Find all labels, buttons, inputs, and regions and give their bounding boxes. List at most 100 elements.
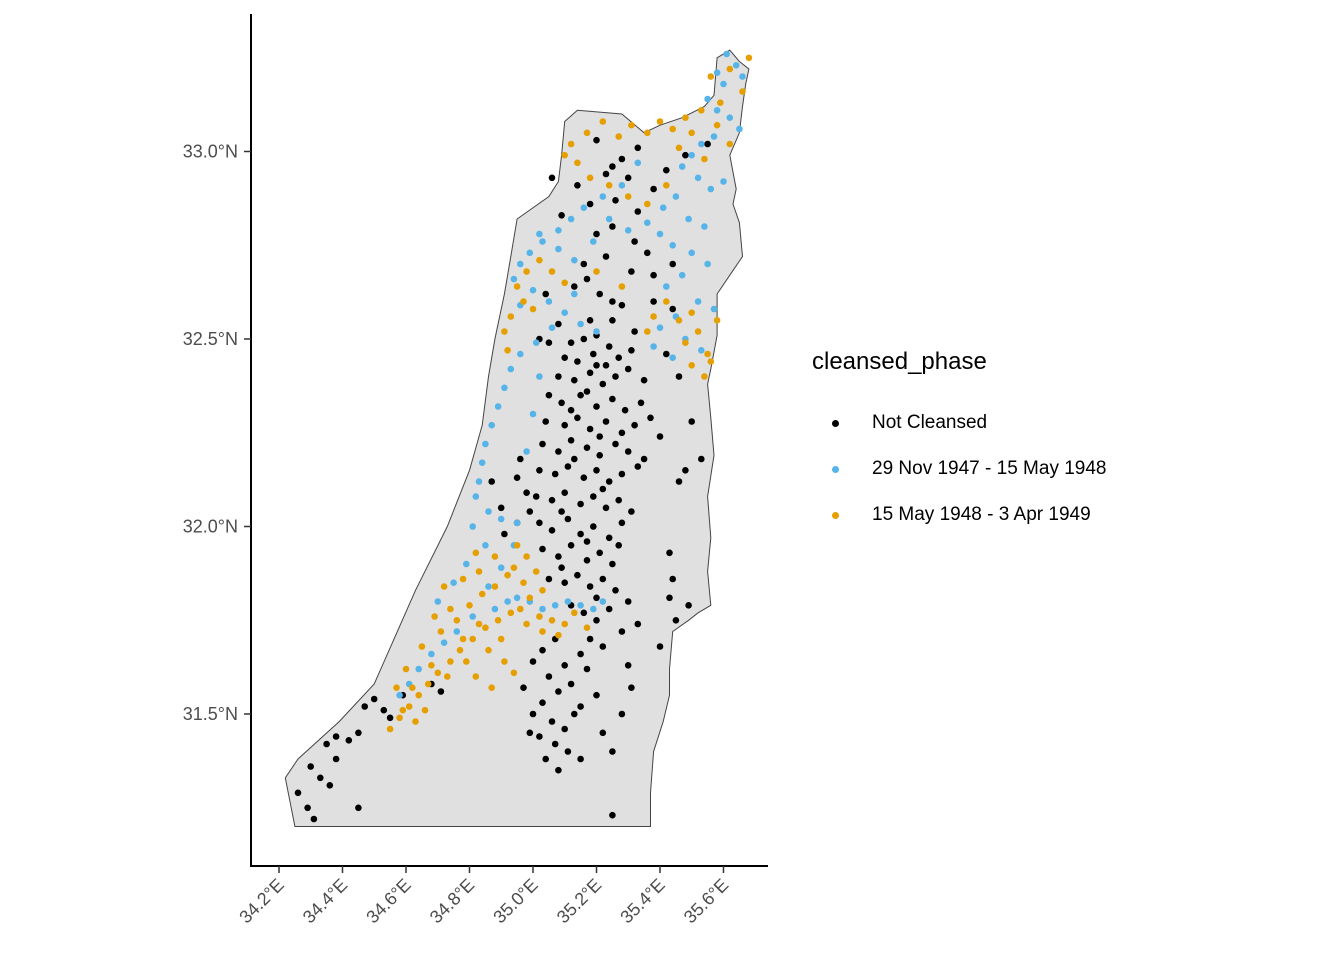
point-not-cleansed: [593, 230, 600, 238]
point-phase-2: [497, 635, 505, 643]
point-phase-1: [720, 178, 727, 185]
point-not-cleansed: [615, 542, 622, 549]
point-phase-1: [450, 579, 457, 586]
point-phase-1: [494, 403, 502, 410]
point-not-cleansed: [583, 275, 591, 283]
point-not-cleansed: [555, 320, 562, 328]
point-phase-1: [599, 193, 607, 200]
point-not-cleansed: [669, 305, 676, 313]
point-not-cleansed: [605, 605, 613, 613]
point-not-cleansed: [561, 489, 568, 497]
y-tick-label: 31.5°N: [183, 704, 238, 724]
point-phase-1: [396, 691, 403, 699]
point-not-cleansed: [561, 579, 568, 586]
point-not-cleansed: [586, 369, 594, 377]
point-not-cleansed: [536, 519, 543, 527]
point-not-cleansed: [605, 478, 613, 485]
point-not-cleansed: [650, 271, 657, 279]
point-not-cleansed: [488, 478, 496, 485]
point-phase-1: [590, 238, 597, 245]
point-phase-2: [456, 646, 464, 654]
point-not-cleansed: [631, 328, 638, 335]
point-not-cleansed: [555, 688, 562, 695]
point-phase-1: [478, 459, 486, 467]
point-not-cleansed: [618, 301, 626, 309]
point-phase-1: [707, 185, 715, 193]
point-not-cleansed: [640, 455, 648, 463]
point-phase-1: [513, 519, 521, 527]
point-not-cleansed: [605, 343, 613, 350]
point-phase-2: [536, 256, 543, 264]
x-tick-label: 35.6°E: [680, 875, 733, 928]
point-not-cleansed: [593, 136, 600, 144]
point-not-cleansed: [523, 489, 530, 497]
point-phase-1: [698, 140, 705, 148]
point-phase-1: [485, 583, 492, 590]
point-not-cleansed: [599, 380, 607, 388]
point-not-cleansed: [326, 782, 334, 789]
point-phase-2: [707, 73, 715, 80]
point-not-cleansed: [583, 538, 591, 545]
point-not-cleansed: [577, 650, 584, 658]
point-phase-2: [504, 347, 511, 354]
legend-dot-phase-1: [832, 465, 839, 473]
point-phase-2: [532, 568, 540, 575]
point-not-cleansed: [577, 703, 584, 710]
point-phase-1: [698, 347, 705, 354]
point-not-cleansed: [574, 182, 581, 189]
point-phase-1: [656, 230, 664, 238]
point-phase-2: [399, 706, 407, 714]
point-not-cleansed: [583, 665, 591, 673]
point-phase-1: [663, 283, 670, 290]
point-not-cleansed: [650, 298, 657, 305]
point-not-cleansed: [564, 748, 572, 755]
point-phase-1: [571, 290, 578, 298]
point-not-cleansed: [593, 691, 600, 699]
point-phase-1: [453, 628, 461, 635]
point-not-cleansed: [675, 373, 683, 380]
point-not-cleansed: [548, 718, 556, 725]
point-phase-1: [634, 159, 642, 167]
point-phase-2: [669, 125, 676, 133]
point-not-cleansed: [571, 376, 578, 384]
point-phase-1: [497, 564, 505, 571]
point-phase-2: [491, 583, 499, 590]
point-phase-1: [701, 223, 708, 230]
point-phase-1: [504, 598, 511, 605]
point-not-cleansed: [612, 373, 619, 380]
point-not-cleansed: [307, 763, 315, 770]
point-phase-1: [488, 421, 496, 429]
point-not-cleansed: [593, 362, 600, 369]
point-phase-2: [478, 590, 486, 598]
point-phase-2: [694, 328, 702, 335]
point-phase-2: [412, 718, 419, 725]
point-not-cleansed: [637, 399, 645, 407]
point-phase-1: [469, 523, 477, 530]
x-tick-label: 35.0°E: [489, 875, 542, 928]
point-phase-2: [707, 358, 715, 365]
point-not-cleansed: [567, 437, 575, 444]
point-phase-1: [510, 275, 518, 283]
point-phase-2: [494, 617, 502, 624]
point-not-cleansed: [536, 467, 543, 474]
x-tick-label: 34.6°E: [362, 875, 415, 928]
point-phase-2: [624, 193, 632, 200]
point-not-cleansed: [663, 350, 670, 358]
point-not-cleansed: [624, 448, 632, 455]
point-phase-1: [523, 448, 530, 455]
point-not-cleansed: [574, 414, 581, 422]
point-phase-2: [548, 617, 556, 624]
point-phase-1: [536, 373, 543, 380]
point-phase-2: [539, 628, 546, 635]
point-phase-2: [650, 313, 657, 320]
point-not-cleansed: [580, 474, 588, 482]
point-phase-2: [472, 673, 480, 680]
point-phase-1: [529, 286, 537, 294]
point-not-cleansed: [526, 508, 534, 515]
point-not-cleansed: [666, 549, 673, 557]
point-phase-2: [507, 609, 515, 617]
point-not-cleansed: [624, 662, 632, 669]
point-phase-2: [424, 680, 432, 688]
point-not-cleansed: [596, 549, 603, 557]
